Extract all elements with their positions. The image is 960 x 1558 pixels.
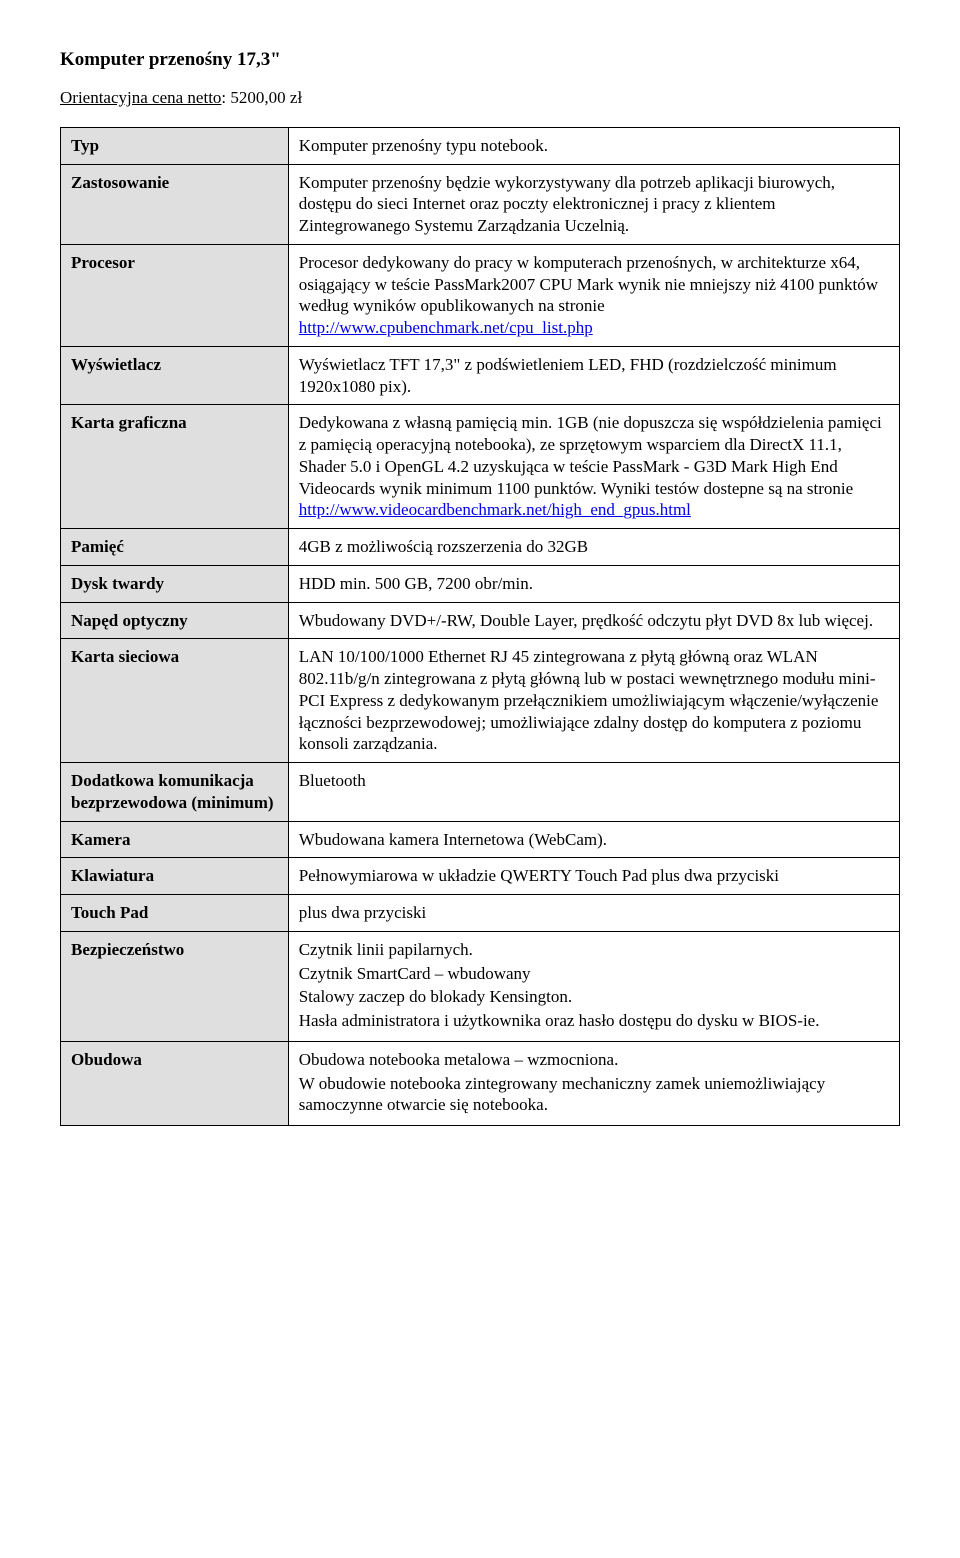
table-row: ObudowaObudowa notebooka metalowa – wzmo… xyxy=(61,1041,900,1125)
spec-label: Napęd optyczny xyxy=(61,602,289,639)
spec-value: Procesor dedykowany do pracy w komputera… xyxy=(288,244,899,346)
spec-value-line: Hasła administratora i użytkownika oraz … xyxy=(299,1010,889,1032)
spec-label: Obudowa xyxy=(61,1041,289,1125)
spec-value: 4GB z możliwością rozszerzenia do 32GB xyxy=(288,529,899,566)
spec-label: Dysk twardy xyxy=(61,565,289,602)
price-value: 5200,00 zł xyxy=(230,88,302,107)
spec-value: plus dwa przyciski xyxy=(288,895,899,932)
price-line: Orientacyjna cena netto: 5200,00 zł xyxy=(60,87,900,109)
document-title: Komputer przenośny 17,3" xyxy=(60,48,900,73)
spec-value: Pełnowymiarowa w układzie QWERTY Touch P… xyxy=(288,858,899,895)
table-row: Pamięć4GB z możliwością rozszerzenia do … xyxy=(61,529,900,566)
table-row: Karta graficznaDedykowana z własną pamię… xyxy=(61,405,900,529)
spec-value-text: Procesor dedykowany do pracy w komputera… xyxy=(299,253,878,316)
table-row: Dysk twardyHDD min. 500 GB, 7200 obr/min… xyxy=(61,565,900,602)
spec-label: Procesor xyxy=(61,244,289,346)
spec-value: Czytnik linii papilarnych.Czytnik SmartC… xyxy=(288,931,899,1041)
table-row: KameraWbudowana kamera Internetowa (WebC… xyxy=(61,821,900,858)
table-row: WyświetlaczWyświetlacz TFT 17,3" z podśw… xyxy=(61,346,900,405)
spec-value: LAN 10/100/1000 Ethernet RJ 45 zintegrow… xyxy=(288,639,899,763)
table-row: Napęd optycznyWbudowany DVD+/-RW, Double… xyxy=(61,602,900,639)
spec-label: Karta sieciowa xyxy=(61,639,289,763)
spec-label: Bezpieczeństwo xyxy=(61,931,289,1041)
table-row: Touch Padplus dwa przyciski xyxy=(61,895,900,932)
spec-value: Bluetooth xyxy=(288,763,899,822)
spec-value-line: Obudowa notebooka metalowa – wzmocniona. xyxy=(299,1049,889,1071)
spec-label: Pamięć xyxy=(61,529,289,566)
spec-label: Zastosowanie xyxy=(61,164,289,244)
spec-value: Komputer przenośny typu notebook. xyxy=(288,127,899,164)
spec-value-line: Czytnik linii papilarnych. xyxy=(299,939,889,961)
spec-label: Typ xyxy=(61,127,289,164)
spec-value: Obudowa notebooka metalowa – wzmocniona.… xyxy=(288,1041,899,1125)
spec-value: Wyświetlacz TFT 17,3" z podświetleniem L… xyxy=(288,346,899,405)
table-row: Karta sieciowaLAN 10/100/1000 Ethernet R… xyxy=(61,639,900,763)
spec-label: Klawiatura xyxy=(61,858,289,895)
spec-value: Dedykowana z własną pamięcią min. 1GB (n… xyxy=(288,405,899,529)
spec-label: Dodatkowa komunikacja bezprzewodowa (min… xyxy=(61,763,289,822)
spec-label: Kamera xyxy=(61,821,289,858)
spec-value-line: W obudowie notebooka zintegrowany mechan… xyxy=(299,1073,889,1117)
spec-link[interactable]: http://www.videocardbenchmark.net/high_e… xyxy=(299,500,691,519)
spec-value-line: Stalowy zaczep do blokady Kensington. xyxy=(299,986,889,1008)
spec-link[interactable]: http://www.cpubenchmark.net/cpu_list.php xyxy=(299,318,593,337)
table-row: Dodatkowa komunikacja bezprzewodowa (min… xyxy=(61,763,900,822)
spec-label: Karta graficzna xyxy=(61,405,289,529)
table-row: BezpieczeństwoCzytnik linii papilarnych.… xyxy=(61,931,900,1041)
table-row: ZastosowanieKomputer przenośny będzie wy… xyxy=(61,164,900,244)
table-row: TypKomputer przenośny typu notebook. xyxy=(61,127,900,164)
spec-value-text: Dedykowana z własną pamięcią min. 1GB (n… xyxy=(299,413,882,497)
spec-value-line: Czytnik SmartCard – wbudowany xyxy=(299,963,889,985)
table-row: KlawiaturaPełnowymiarowa w układzie QWER… xyxy=(61,858,900,895)
spec-value: Komputer przenośny będzie wykorzystywany… xyxy=(288,164,899,244)
spec-value: HDD min. 500 GB, 7200 obr/min. xyxy=(288,565,899,602)
spec-value: Wbudowany DVD+/-RW, Double Layer, prędko… xyxy=(288,602,899,639)
spec-label: Touch Pad xyxy=(61,895,289,932)
price-label: Orientacyjna cena netto xyxy=(60,88,221,107)
spec-label: Wyświetlacz xyxy=(61,346,289,405)
table-row: ProcesorProcesor dedykowany do pracy w k… xyxy=(61,244,900,346)
spec-table: TypKomputer przenośny typu notebook.Zast… xyxy=(60,127,900,1126)
spec-value: Wbudowana kamera Internetowa (WebCam). xyxy=(288,821,899,858)
